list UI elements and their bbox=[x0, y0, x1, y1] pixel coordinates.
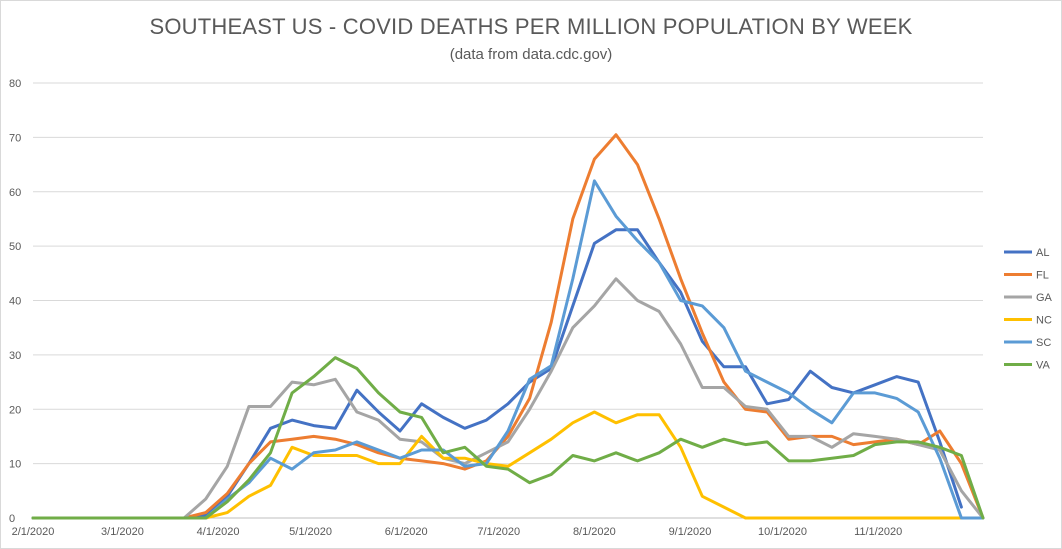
series-line-ga bbox=[31, 277, 985, 520]
x-tick-label: 10/1/2020 bbox=[758, 526, 807, 538]
legend-label-va: VA bbox=[1036, 360, 1051, 372]
chart-subtitle: (data from data.cdc.gov) bbox=[449, 46, 613, 63]
y-tick-label: 50 bbox=[9, 241, 21, 253]
x-tick-label: 5/1/2020 bbox=[289, 526, 332, 538]
legend-label-ga: GA bbox=[1036, 292, 1053, 304]
series-line-va bbox=[31, 356, 985, 520]
x-tick-label: 11/1/2020 bbox=[854, 526, 902, 538]
x-tick-label: 4/1/2020 bbox=[197, 526, 240, 538]
x-tick-label: 9/1/2020 bbox=[669, 526, 712, 538]
legend-label-al: AL bbox=[1036, 247, 1049, 259]
y-tick-label: 60 bbox=[9, 187, 21, 199]
legend: AL FL GA NC SC VA bbox=[1004, 247, 1053, 372]
series-line-fl bbox=[31, 133, 985, 520]
gridlines bbox=[33, 82, 983, 465]
y-tick-label: 20 bbox=[9, 404, 21, 416]
y-tick-label: 30 bbox=[9, 350, 21, 362]
series-lines bbox=[31, 133, 985, 520]
y-tick-label: 80 bbox=[9, 78, 21, 90]
x-tick-label: 7/1/2020 bbox=[477, 526, 520, 538]
x-axis: 2/1/2020 3/1/2020 4/1/2020 5/1/2020 6/1/2020… bbox=[12, 517, 983, 538]
chart-title: SOUTHEAST US - COVID DEATHS PER MILLION … bbox=[149, 14, 913, 39]
legend-label-nc: NC bbox=[1036, 315, 1052, 327]
series-line-nc bbox=[31, 410, 963, 520]
legend-label-sc: SC bbox=[1036, 337, 1051, 349]
legend-label-fl: FL bbox=[1036, 270, 1049, 282]
x-tick-label: 6/1/2020 bbox=[385, 526, 428, 538]
y-tick-label: 40 bbox=[9, 296, 21, 308]
y-tick-label: 0 bbox=[9, 513, 15, 525]
y-axis: 0 10 20 30 40 50 60 70 80 bbox=[9, 78, 21, 525]
y-tick-label: 10 bbox=[9, 459, 21, 471]
series-line-al bbox=[31, 228, 963, 520]
y-tick-label: 70 bbox=[9, 132, 21, 144]
x-tick-label: 3/1/2020 bbox=[101, 526, 144, 538]
x-tick-label: 2/1/2020 bbox=[12, 526, 55, 538]
x-tick-label: 8/1/2020 bbox=[573, 526, 616, 538]
